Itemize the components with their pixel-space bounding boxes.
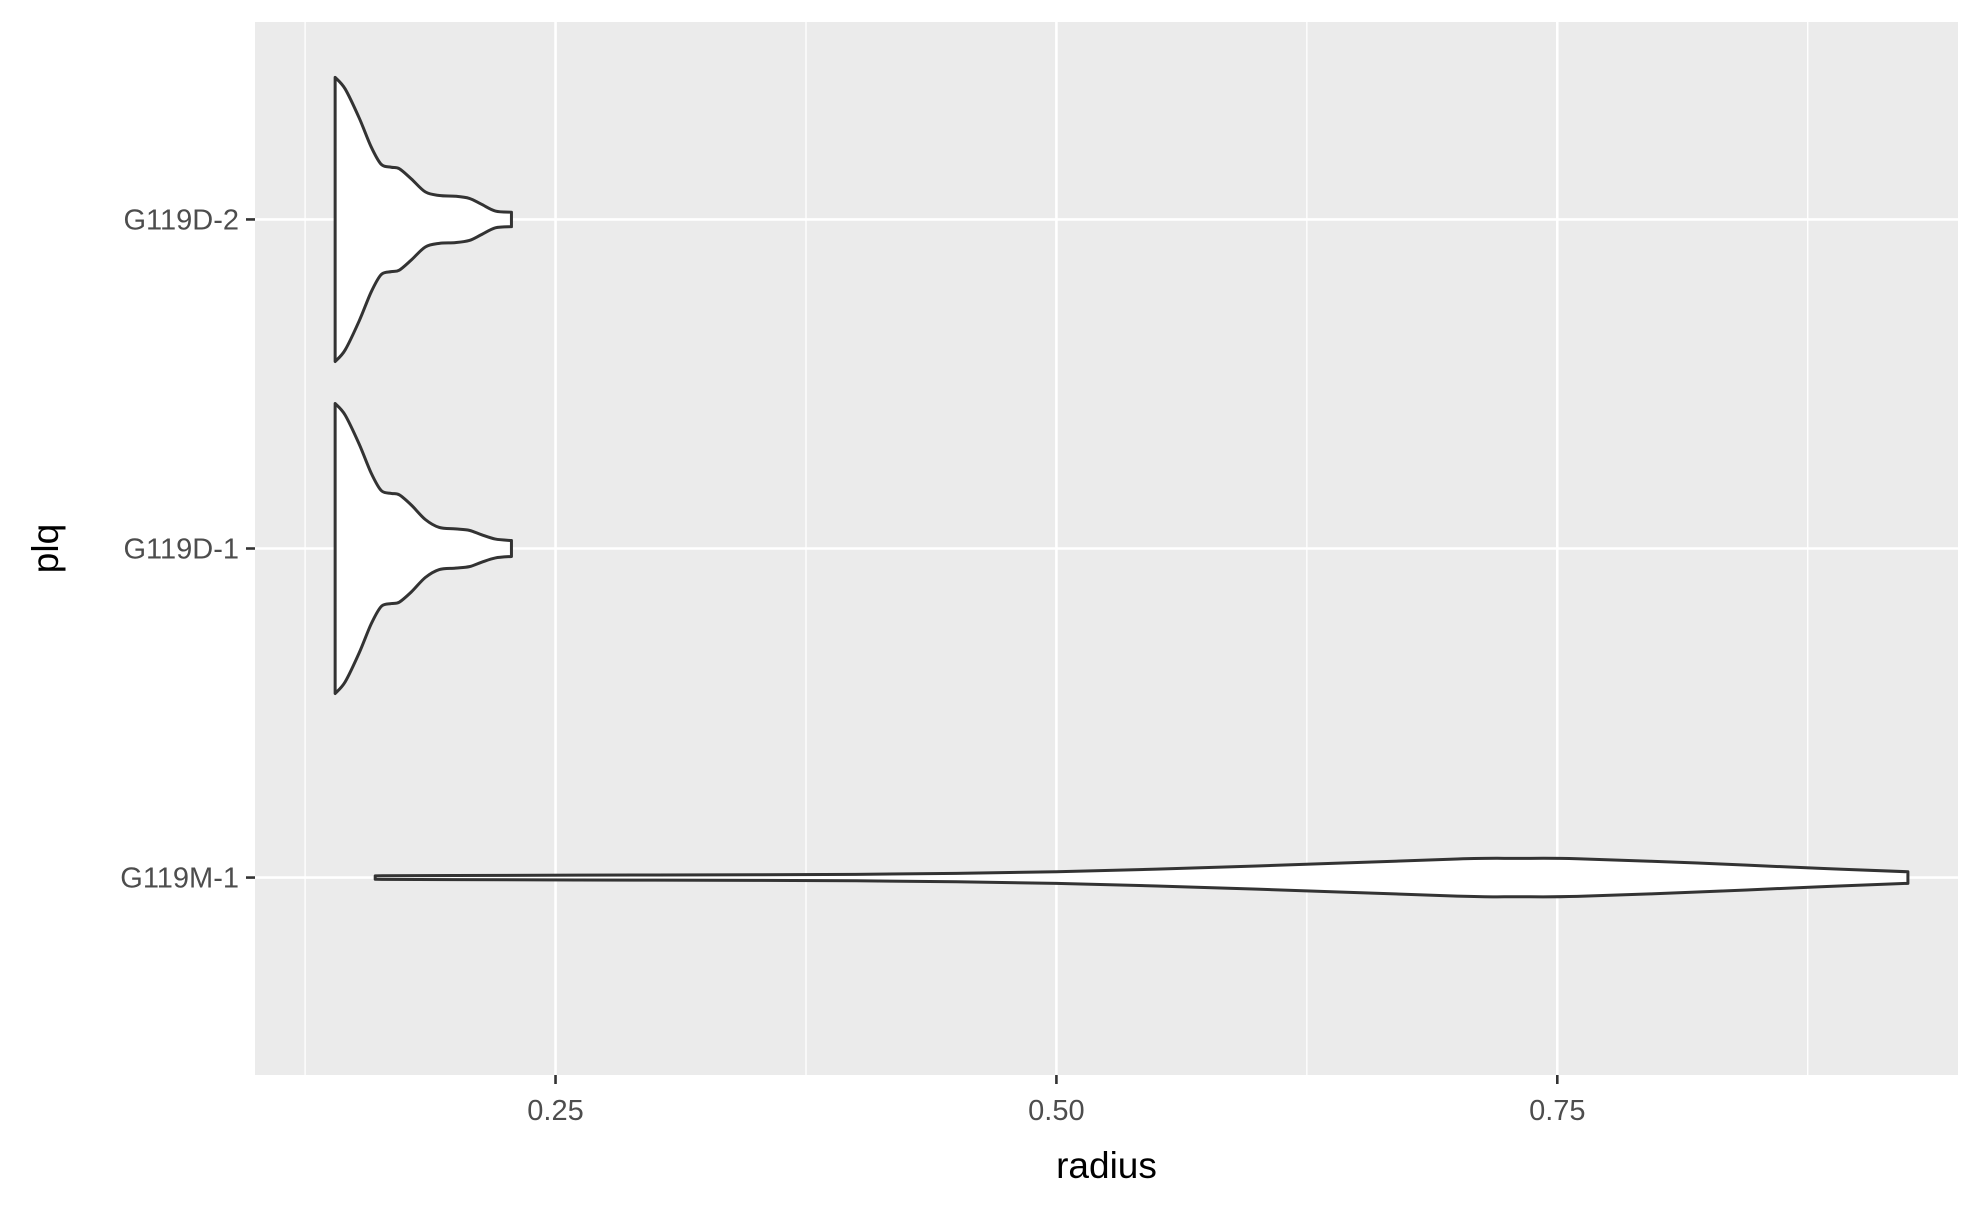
violin-g119d-1	[333, 402, 513, 695]
y-axis: G119M-1 G119D-1 G119D-2	[120, 204, 255, 895]
y-tick-label: G119D-2	[123, 204, 239, 236]
violins	[333, 75, 1910, 899]
y-axis-title: plq	[25, 524, 66, 573]
y-tick-label: G119M-1	[120, 863, 239, 895]
y-tick-label: G119D-1	[123, 534, 239, 566]
violin-g119m-1	[373, 856, 1910, 899]
x-tick-label: 0.25	[527, 1095, 583, 1127]
x-tick-label: 0.50	[1028, 1095, 1084, 1127]
x-axis: 0.25 0.50 0.75	[527, 1075, 1586, 1127]
x-tick-label: 0.75	[1529, 1095, 1585, 1127]
x-axis-title: radius	[1056, 1145, 1157, 1186]
violin-g119d-2	[333, 75, 513, 364]
